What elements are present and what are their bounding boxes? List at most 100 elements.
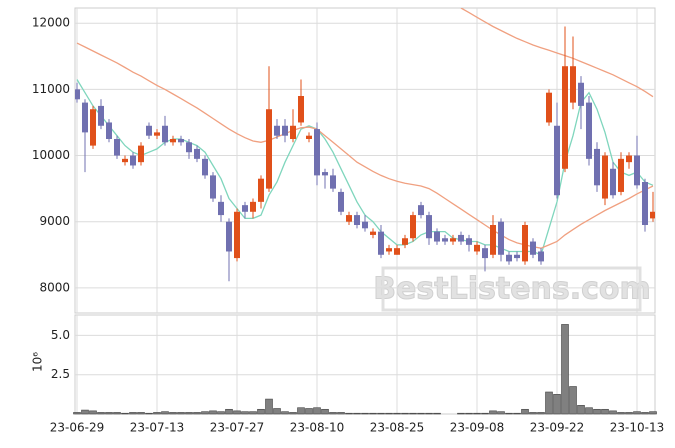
candle-body — [242, 205, 248, 212]
candle-body — [570, 66, 576, 103]
watermark: BestListens.com — [373, 272, 651, 307]
candle-body — [578, 82, 584, 106]
candle-body — [474, 244, 480, 252]
volume-bar — [633, 411, 641, 415]
volume-bar — [513, 412, 521, 415]
price-clip — [75, 8, 655, 282]
candle-body — [258, 178, 264, 202]
candle-body — [202, 158, 208, 176]
candle-body — [186, 142, 192, 153]
volume-bar — [161, 411, 169, 415]
candle-body — [354, 215, 360, 226]
volume-bar — [465, 412, 473, 415]
candle-body — [618, 158, 624, 192]
candle-body — [626, 155, 632, 163]
candle-body — [554, 125, 560, 196]
candle-body — [322, 172, 328, 176]
candle-body — [82, 102, 88, 133]
volume-bar — [489, 410, 497, 415]
volume-bar — [545, 391, 553, 415]
volume-bar — [377, 412, 385, 415]
y-tick-label: 9000 — [39, 214, 70, 228]
candle-body — [330, 175, 336, 189]
volume-bar — [129, 412, 137, 415]
candle-body — [266, 109, 272, 189]
candle-body — [122, 158, 128, 163]
volume-bar — [401, 412, 409, 415]
x-tick-label: 23-08-10 — [290, 421, 344, 435]
candle-body — [394, 248, 400, 255]
candle-body — [602, 155, 608, 199]
candle-body — [402, 238, 408, 245]
candle-body — [506, 254, 512, 262]
volume-bar — [305, 408, 313, 415]
volume-bar — [345, 412, 353, 415]
candle-body — [426, 215, 432, 239]
volume-bar — [529, 412, 537, 415]
x-tick-label: 23-07-27 — [210, 421, 264, 435]
candle-body — [314, 129, 320, 176]
volume-bar — [553, 394, 561, 415]
volume-bar — [73, 412, 81, 415]
candle-body — [226, 221, 232, 252]
volume-bar — [193, 412, 201, 415]
x-tick-label: 23-09-22 — [530, 421, 584, 435]
volume-bar — [393, 412, 401, 415]
candle-body — [642, 182, 648, 226]
candle-body — [522, 225, 528, 262]
moving-average-line — [460, 8, 654, 98]
candle-body — [210, 175, 216, 199]
volume-bar — [409, 412, 417, 415]
candle-body — [170, 138, 176, 143]
volume-bar — [169, 412, 177, 415]
candle-body — [530, 241, 536, 255]
volume-bar — [137, 412, 145, 415]
candle-body — [106, 122, 112, 139]
candle-body — [154, 132, 160, 136]
candle-body — [234, 211, 240, 259]
moving-average-line — [76, 42, 654, 249]
candle-body — [498, 221, 504, 255]
volume-bar — [593, 408, 601, 415]
volume-bar — [297, 407, 305, 415]
candle-body — [482, 248, 488, 259]
volume-bar — [281, 411, 289, 415]
volume-bar — [321, 408, 329, 415]
volume-bar — [521, 408, 529, 415]
x-tick-label: 23-10-13 — [610, 421, 664, 435]
volume-bar — [537, 412, 545, 415]
y-tick-label: 10000 — [32, 148, 70, 162]
volume-bar — [353, 412, 361, 415]
candle-body — [90, 109, 96, 146]
volume-bar — [369, 412, 377, 415]
candle-body — [298, 95, 304, 123]
volume-bar — [425, 412, 433, 415]
candle-body — [418, 205, 424, 216]
volume-bar — [481, 412, 489, 415]
candle-body — [610, 168, 616, 196]
volume-bar — [505, 412, 513, 415]
candle-body — [98, 105, 104, 126]
candle-body — [146, 125, 152, 136]
volume-bar — [433, 412, 441, 415]
volume-bar — [105, 412, 113, 415]
volume-bar — [617, 412, 625, 415]
candle-body — [346, 215, 352, 222]
volume-bar — [177, 412, 185, 415]
candle-body — [338, 191, 344, 212]
candle-body — [178, 138, 184, 143]
candle-body — [274, 125, 280, 136]
candle-body — [290, 125, 296, 139]
candle-body — [466, 238, 472, 245]
volume-bar — [313, 407, 321, 415]
candle-body — [130, 155, 136, 166]
volume-bar — [201, 411, 209, 415]
volume-bar — [241, 411, 249, 415]
candle-body — [490, 225, 496, 255]
candle-body — [138, 145, 144, 163]
candle-body — [450, 238, 456, 242]
volume-bar — [265, 398, 273, 415]
candle-body — [162, 125, 168, 143]
candle-body — [218, 201, 224, 216]
